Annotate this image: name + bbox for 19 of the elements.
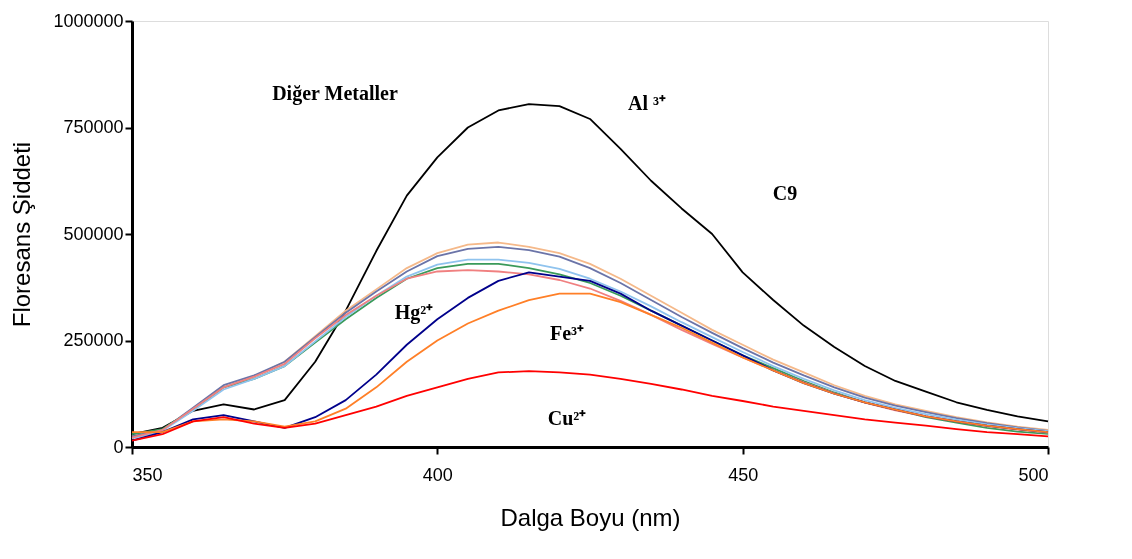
- annotation: Hg²⁺: [394, 301, 434, 324]
- x-tick-label: 500: [1018, 464, 1049, 485]
- y-tick-label: 0: [113, 436, 124, 457]
- y-tick-label: 250000: [63, 330, 124, 350]
- line-series: [131, 370, 1049, 442]
- y-tick-label: 1000000: [53, 10, 124, 31]
- y-tick-label: 500000: [63, 223, 124, 244]
- annotation: Al ³⁺: [628, 92, 666, 114]
- y-axis-title: Floresans Şiddeti: [8, 141, 36, 328]
- x-tick-label: 350: [132, 464, 163, 485]
- annotation: Cu²⁺: [547, 407, 587, 429]
- annotation: Diğer Metaller: [272, 82, 398, 105]
- x-axis-title: Dalga Boyu (nm): [500, 503, 681, 531]
- annotation: Fe³⁺: [549, 322, 585, 344]
- annotation: C9: [772, 182, 798, 204]
- y-tick-label: 750000: [63, 117, 124, 137]
- x-tick-label: 400: [422, 464, 453, 485]
- line-series: [131, 292, 1049, 433]
- x-tick-label: 450: [728, 464, 759, 485]
